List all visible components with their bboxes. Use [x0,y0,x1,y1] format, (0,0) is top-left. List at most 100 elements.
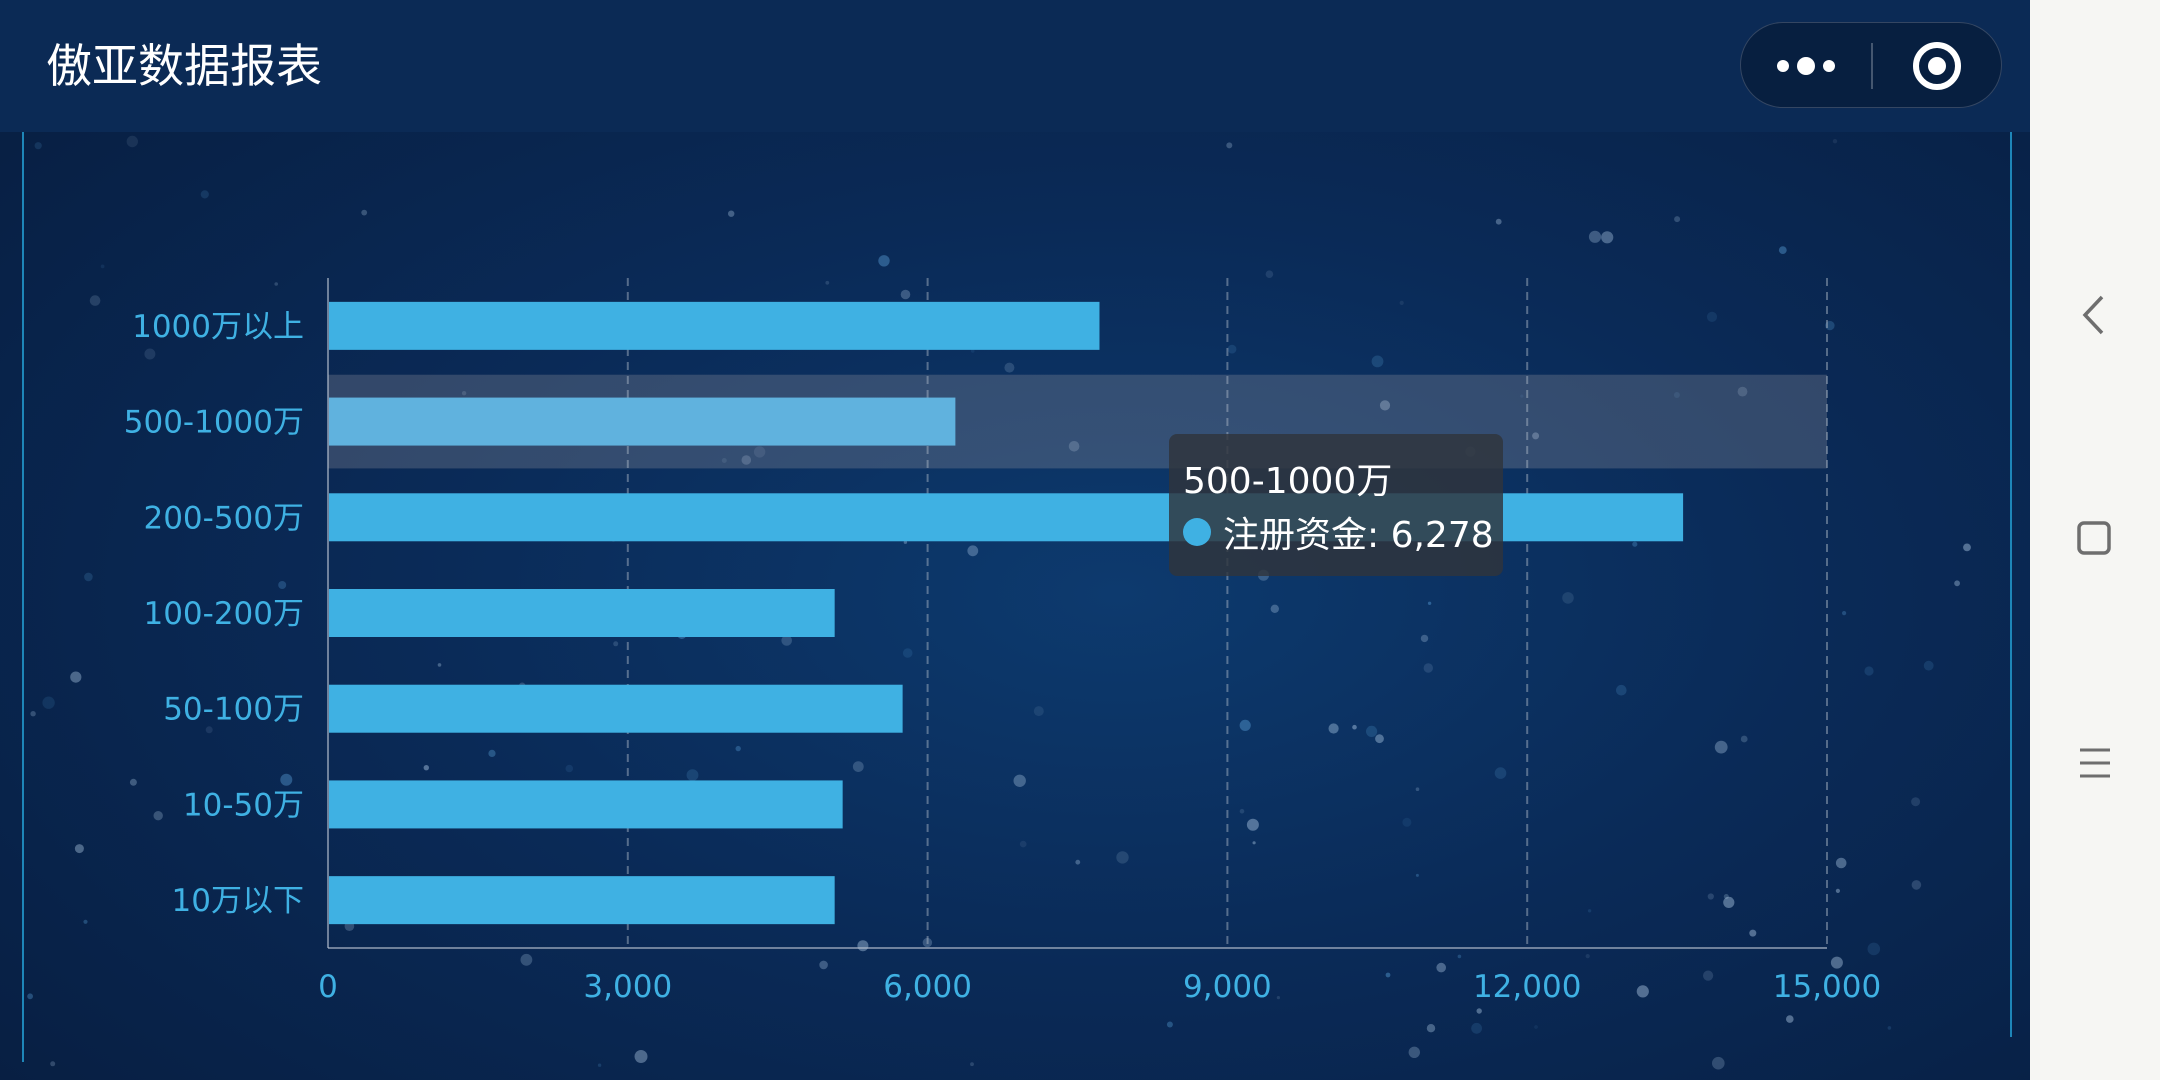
star-dot [1532,432,1540,440]
star-dot [1867,942,1881,956]
bar[interactable] [329,397,956,446]
y-tick-label: 500-1000万 [124,405,304,441]
tooltip-series-dot [1183,518,1211,546]
x-tick-label: 6,000 [883,969,972,1005]
star-dot [1252,841,1256,845]
x-tick-label: 9,000 [1183,969,1272,1005]
star-dot [1075,859,1081,865]
close-mini-program-button[interactable] [1873,23,2001,107]
star-dot [274,282,279,286]
star-dot [565,764,574,773]
star-dot [1737,386,1748,397]
star-dot [1835,888,1840,894]
star-dot [1408,1046,1421,1059]
capsule-menu [1740,22,2002,108]
bar[interactable] [329,589,835,637]
bar[interactable] [329,301,1100,350]
star-dot [278,581,287,589]
back-button[interactable] [2030,250,2160,380]
star-dot [634,1050,648,1063]
bar[interactable] [329,780,843,829]
y-tick-label: 10-50万 [183,787,304,823]
mini-program-page: 1000万以上 500-1000万 200-500万 100-200万 50-100万 1… [0,0,2030,1080]
star-dot [70,671,82,683]
star-dot [819,960,828,970]
x-tick-label: 15,000 [1773,969,1881,1005]
star-dot [1423,663,1434,673]
x-tick-label: 12,000 [1473,969,1581,1005]
star-dot [753,446,766,458]
star-dot [741,455,752,465]
more-button[interactable] [1741,23,1871,107]
star-dot [520,953,533,966]
star-dot [1352,724,1357,730]
star-dot [1911,797,1921,807]
star-dot [1495,218,1502,225]
star-dot [1707,893,1714,900]
star-dot [1749,929,1757,937]
star-dot [1703,970,1714,981]
star-dot [74,844,84,854]
star-dot [200,190,209,199]
star-dot [1632,541,1638,547]
x-tick-label: 3,000 [583,969,672,1005]
star-dot [1265,270,1274,279]
bar[interactable] [329,876,835,925]
star-dot [1588,230,1602,243]
star-dot [1226,142,1233,149]
star-dot [437,663,442,667]
star-dot [1825,320,1835,331]
y-tick-label: 200-500万 [143,500,304,536]
home-button[interactable] [2030,473,2160,603]
menu-button[interactable] [2030,698,2160,828]
bar[interactable] [329,684,903,733]
star-dot [1587,909,1592,913]
star-dot [1068,441,1080,452]
frame-border-left [22,132,24,1062]
star-dot [1616,684,1627,696]
star-dot [1033,706,1044,717]
star-dot [1246,818,1259,831]
menu-lines-icon [2080,748,2110,778]
star-dot [34,142,42,150]
star-dot [1371,355,1384,368]
star-dot [735,745,741,752]
star-dot [1457,954,1462,959]
star-dot [686,769,699,781]
star-dot [1887,1026,1892,1030]
star-dot [488,749,496,758]
star-dot [423,765,429,771]
star-dot [1385,972,1391,978]
star-dot [280,773,293,786]
star-dot [1494,767,1507,779]
title-bar: 傲亚数据报表 [0,0,2030,132]
tooltip-value-line: 注册资金: 6,278 [1223,515,1494,556]
home-square-icon [2077,521,2111,555]
star-dot [1004,362,1015,373]
star-dot [461,391,467,396]
frame-border-right [2010,132,2012,1037]
more-dots-icon [1777,57,1835,75]
star-dot [970,1062,974,1067]
star-dot [1778,246,1787,255]
star-dot [361,209,368,216]
star-dot [1399,300,1404,305]
star-dot [1166,1021,1173,1028]
star-dot [1239,719,1251,732]
star-dot [1830,956,1843,969]
star-dot [144,348,156,360]
star-dot [597,1063,602,1067]
star-dot [1786,1015,1794,1023]
star-dot [83,919,88,924]
capsule-divider [1871,43,1873,89]
star-dot [1476,1008,1482,1014]
star-dot [902,648,913,658]
y-tick-label: 50-100万 [163,692,304,728]
star-dot [1723,896,1735,909]
star-dot [50,1061,56,1067]
star-dot [84,572,93,582]
star-dot [721,458,727,463]
star-dot [1415,787,1420,791]
star-dot [1954,580,1960,587]
star-dot [1426,1023,1436,1033]
